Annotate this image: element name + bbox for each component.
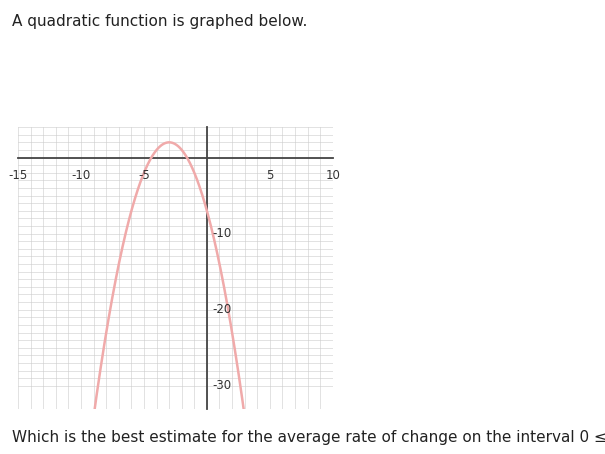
Text: -20: -20 [212, 303, 231, 316]
Text: -10: -10 [212, 227, 231, 240]
Text: -10: -10 [71, 169, 91, 182]
Text: A quadratic function is graphed below.: A quadratic function is graphed below. [12, 14, 307, 29]
Text: 5: 5 [266, 169, 273, 182]
Text: 10: 10 [325, 169, 340, 182]
Text: Which is the best estimate for the average rate of change on the interval 0 ≤ x : Which is the best estimate for the avera… [12, 430, 605, 445]
Text: -5: -5 [138, 169, 150, 182]
Text: -15: -15 [8, 169, 28, 182]
Text: -30: -30 [212, 379, 231, 392]
